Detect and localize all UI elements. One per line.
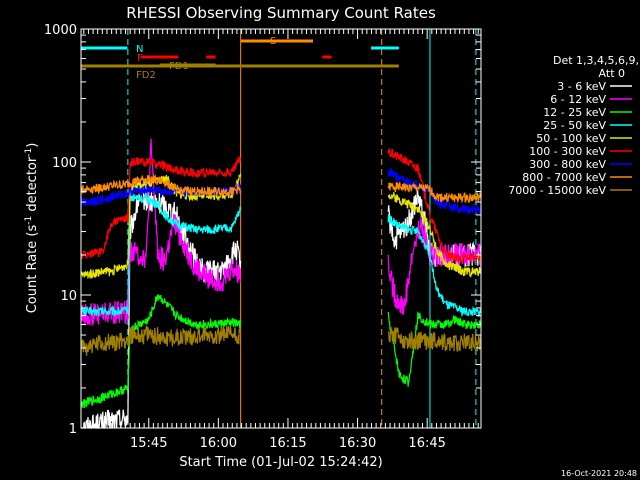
y-label-sup-2: -1 — [24, 148, 34, 157]
legend-header-2: Att 0 — [599, 67, 625, 80]
y-tick-label: 10 — [60, 289, 77, 304]
x-tick-label: 16:00 — [200, 436, 237, 451]
series-line — [80, 294, 242, 409]
y-label-sup-1: -1 — [24, 216, 34, 225]
series-line — [80, 174, 242, 196]
flag-label: F — [137, 53, 143, 64]
series-line — [387, 148, 482, 265]
series-line — [81, 185, 242, 429]
legend-entry-label: 300 - 800 keV — [529, 158, 606, 171]
flag-bars: NFFD1FD2S — [81, 36, 399, 81]
chart-title: RHESSI Observing Summary Count Rates — [126, 4, 436, 22]
footer-timestamp: 16-Oct-2021 20:48 — [561, 469, 637, 478]
y-label-part-1: Count Rate (s — [25, 225, 40, 314]
series-line — [387, 192, 482, 278]
x-tick-label: 16:30 — [339, 436, 376, 451]
legend-entry-label: 800 - 7000 keV — [522, 171, 606, 184]
legend-entry-label: 6 - 12 keV — [550, 93, 606, 106]
x-tick-label: 15:45 — [130, 436, 167, 451]
x-tick-label: 16:15 — [269, 436, 306, 451]
legend-entry-label: 12 - 25 keV — [543, 106, 606, 119]
flag-label: S — [270, 36, 276, 47]
y-tick-label: 1000 — [44, 23, 77, 38]
x-axis-ticks: 15:45 16:00 16:15 16:30 16:45 — [83, 29, 479, 451]
legend-entry-label: 100 - 300 keV — [529, 145, 606, 158]
series-line — [80, 138, 242, 326]
series-line — [388, 327, 482, 352]
y-axis-label: Count Rate (s-1 detector-1) — [24, 143, 40, 314]
plot-frame — [80, 28, 482, 429]
y-tick-label: 100 — [52, 156, 77, 171]
series-line — [80, 156, 242, 260]
legend-header-1: Det 1,3,4,5,6,9, — [553, 54, 639, 67]
x-axis-label: Start Time (01-Jul-02 15:24:42) — [179, 455, 382, 470]
series-line — [80, 192, 242, 317]
flag-label: FD2 — [136, 70, 156, 81]
y-axis-ticks: 1 10 100 1000 — [44, 23, 481, 437]
series-line — [387, 311, 482, 387]
series-line — [387, 213, 482, 318]
legend-entry-label: 7000 - 15000 keV — [508, 184, 606, 197]
series-line — [387, 182, 482, 204]
series-line — [387, 168, 482, 215]
series-line — [80, 324, 242, 356]
y-label-part-3: ) — [25, 143, 40, 148]
flag-label: N — [136, 44, 143, 55]
y-label-part-2: detector — [25, 156, 40, 216]
y-tick-label: 1 — [69, 422, 77, 437]
x-tick-label: 16:45 — [408, 436, 445, 451]
legend-entry-label: 25 - 50 keV — [543, 119, 606, 132]
legend-entry-label: 50 - 100 keV — [536, 132, 606, 145]
series-group — [80, 138, 482, 429]
legend-entry-label: 3 - 6 keV — [557, 80, 606, 93]
